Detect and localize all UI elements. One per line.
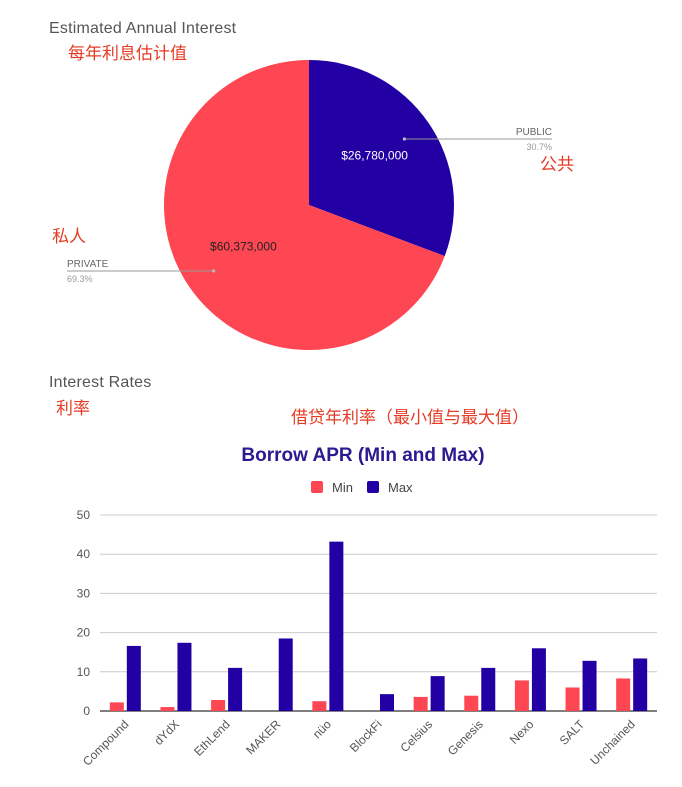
bar-section-subtitle-cn: 借贷年利率（最小值与最大值） (291, 408, 529, 428)
bar-chart-title: Borrow APR (Min and Max) (241, 445, 484, 466)
bar-max-2 (228, 667, 243, 711)
x-tick-label-2: EthLend (191, 717, 233, 759)
bar-min-6 (413, 696, 428, 711)
bar-max-4 (329, 541, 344, 711)
bar-max-0 (126, 645, 141, 711)
legend-label-min: Min (332, 480, 353, 495)
x-tick-label-6: Celsius (398, 717, 436, 755)
x-tick-label-1: dYdX (151, 717, 182, 748)
pie-leader-dot-public (402, 137, 406, 141)
bar-section-title: Interest Rates (49, 374, 152, 391)
pie-section-title-cn: 每年利息估计值 (68, 44, 187, 64)
x-tick-label-8: Nexo (507, 717, 537, 747)
legend-item-min: Min (311, 480, 353, 495)
bar-min-2 (211, 700, 226, 711)
pie-slice-private (164, 60, 445, 350)
pie-percent-label-public: 30.7% (526, 142, 552, 152)
x-tick-label-3: MAKER (243, 717, 283, 757)
y-tick-label-0: 0 (83, 704, 90, 718)
y-tick-label-20: 20 (77, 626, 91, 640)
bar-max-5 (380, 694, 394, 711)
bar-max-8 (531, 648, 546, 711)
legend-item-max: Max (367, 480, 413, 495)
pie-category-label-private: PRIVATE (67, 259, 109, 270)
bar-min-10 (616, 678, 631, 711)
x-tick-label-9: SALT (557, 717, 588, 748)
pie-category-label-public: PUBLIC (516, 127, 552, 138)
pie-slice-public (309, 60, 454, 257)
x-tick-label-0: Compound (80, 717, 131, 768)
bar-max-7 (481, 667, 496, 711)
x-tick-label-5: BlockFi (347, 717, 385, 755)
legend-swatch-max (367, 481, 379, 493)
y-tick-label-10: 10 (77, 665, 91, 679)
bar-section-title-cn: 利率 (56, 399, 90, 419)
bar-min-1 (160, 707, 175, 711)
pie-percent-label-private: 69.3% (67, 274, 93, 284)
bar-min-7 (464, 695, 479, 711)
bar-max-9 (582, 660, 597, 711)
bar-max-1 (177, 642, 192, 711)
private-label-cn: 私人 (52, 227, 86, 247)
legend-swatch-min (311, 481, 323, 493)
bar-max-3 (278, 638, 293, 711)
bar-max-6 (430, 676, 445, 711)
bar-min-9 (565, 687, 580, 711)
pie-value-label-public: $26,780,000 (341, 149, 408, 163)
y-tick-label-40: 40 (77, 547, 91, 561)
x-tick-label-4: nüo (310, 717, 334, 741)
x-tick-label-7: Genesis (445, 717, 486, 758)
bar-min-4 (312, 701, 327, 711)
y-tick-label-30: 30 (77, 586, 91, 600)
bar-min-0 (109, 702, 124, 711)
legend-label-max: Max (388, 480, 413, 495)
x-tick-label-10: Unchained (587, 717, 637, 767)
pie-section-title: Estimated Annual Interest (49, 20, 237, 37)
pie-chart: $26,780,000 PUBLIC 30.7% $60,373,000 PRIVATE… (67, 60, 552, 350)
pie-leader-dot-private (212, 269, 216, 273)
pie-value-label-private: $60,373,000 (210, 239, 277, 253)
bar-min-8 (514, 680, 529, 711)
bar-max-10 (633, 658, 648, 711)
y-tick-label-50: 50 (77, 508, 91, 522)
public-label-cn: 公共 (540, 155, 574, 175)
